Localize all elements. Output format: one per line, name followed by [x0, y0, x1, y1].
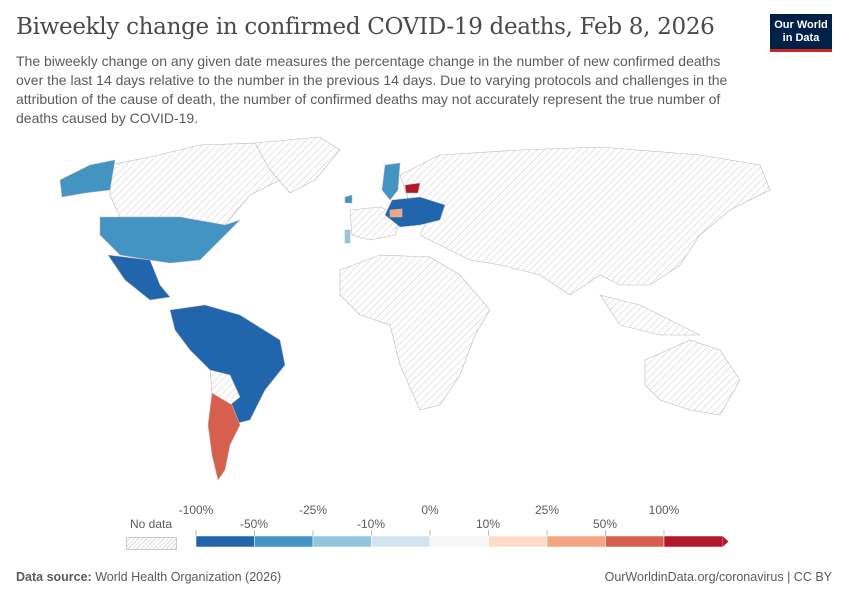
source-link[interactable]: World Health Organization (2026) — [95, 570, 282, 584]
legend-bin[interactable] — [195, 535, 255, 548]
legend-bin[interactable] — [371, 535, 431, 548]
alaska[interactable] — [59, 159, 116, 198]
chart-subtitle: The biweekly change on any given date me… — [16, 53, 728, 126]
portugal[interactable] — [344, 229, 351, 244]
footer-url[interactable]: OurWorldinData.org/coronavirus | CC BY — [604, 570, 832, 584]
legend-label: 10% — [475, 517, 501, 531]
greenland[interactable] — [254, 136, 341, 194]
legend-bin[interactable] — [546, 535, 606, 548]
iceland[interactable] — [344, 194, 353, 204]
legend-color-bar[interactable] — [190, 530, 730, 550]
hungary[interactable] — [389, 208, 403, 218]
united-states[interactable] — [99, 216, 241, 264]
baltics[interactable] — [404, 182, 421, 194]
legend-bin[interactable] — [312, 535, 372, 548]
chart-title: Biweekly change in confirmed COVID-19 de… — [16, 14, 715, 40]
canada[interactable] — [109, 142, 301, 226]
south-america-north[interactable] — [169, 304, 286, 426]
legend-label: -50% — [239, 517, 269, 531]
australia[interactable] — [644, 339, 741, 416]
legend-bin[interactable] — [605, 535, 665, 548]
legend-label: -10% — [356, 517, 386, 531]
legend-label: -100% — [178, 503, 214, 517]
legend-label: 100% — [648, 503, 680, 517]
legend-bin[interactable] — [488, 535, 548, 548]
legend-label: 50% — [592, 517, 618, 531]
southeast-asia[interactable] — [599, 294, 701, 336]
legend-bin[interactable] — [254, 535, 314, 548]
africa[interactable] — [339, 254, 491, 411]
eastern-europe[interactable] — [384, 196, 446, 228]
legend-arrow — [722, 536, 729, 547]
mexico[interactable] — [107, 254, 171, 301]
legend-label: 25% — [534, 503, 560, 517]
legend-label: 0% — [421, 503, 439, 517]
legend-label: -25% — [298, 503, 328, 517]
legend-no-data-label: No data — [129, 517, 173, 531]
source-label: Data source: — [16, 570, 92, 584]
world-map[interactable] — [0, 135, 850, 495]
data-source: Data source: World Health Organization (… — [16, 570, 281, 584]
legend-no-data-swatch[interactable] — [126, 537, 177, 550]
eurasia-no-data[interactable] — [399, 146, 771, 296]
legend-bin[interactable] — [663, 535, 723, 548]
argentina[interactable] — [207, 392, 241, 481]
owid-logo[interactable]: Our World in Data — [770, 14, 832, 52]
legend-bin[interactable] — [429, 535, 489, 548]
sweden[interactable] — [381, 162, 401, 201]
